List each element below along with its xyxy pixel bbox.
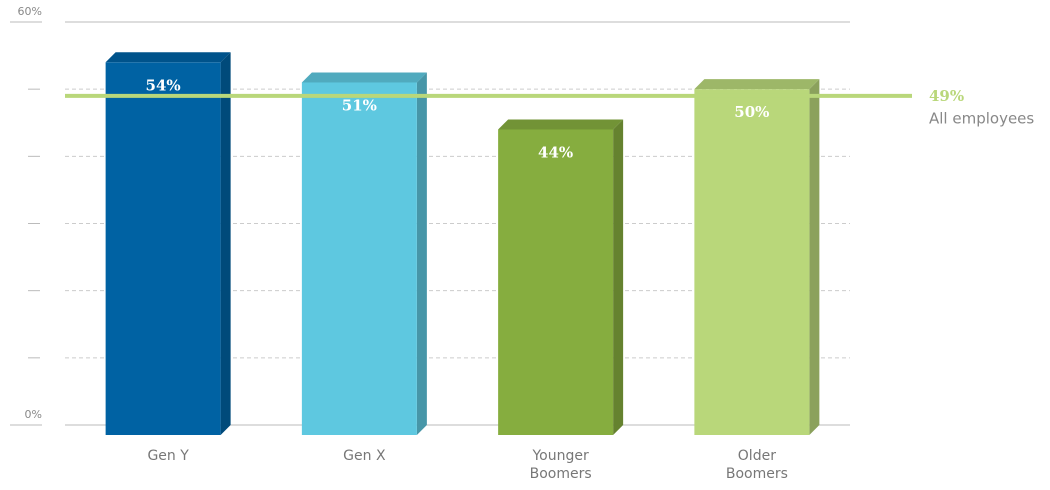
bar-top	[301, 72, 427, 83]
bar-top	[105, 52, 231, 63]
reference-label: 49%	[929, 87, 964, 105]
y-tick-label: 0%	[25, 408, 42, 421]
bar-top	[694, 79, 820, 90]
bar-side	[613, 119, 624, 435]
bar	[694, 89, 810, 436]
bar	[498, 129, 614, 435]
bar-side	[220, 52, 231, 436]
x-tick-label: Younger Boomers	[529, 448, 592, 482]
data-label: 51%	[342, 96, 377, 114]
bar-side	[416, 72, 427, 435]
x-tick-label: Gen Y	[147, 448, 189, 464]
data-label: 44%	[538, 143, 573, 161]
bar-top	[498, 119, 624, 130]
data-label: 54%	[146, 76, 181, 94]
bar	[301, 82, 417, 435]
bar-side	[809, 79, 820, 436]
y-tick-label: 60%	[18, 5, 42, 18]
reference-text: All employees	[929, 109, 1034, 127]
x-tick-label: Gen X	[343, 448, 386, 464]
data-label: 50%	[734, 103, 769, 121]
x-tick-label: Older Boomers	[725, 448, 788, 482]
bar	[105, 62, 221, 436]
